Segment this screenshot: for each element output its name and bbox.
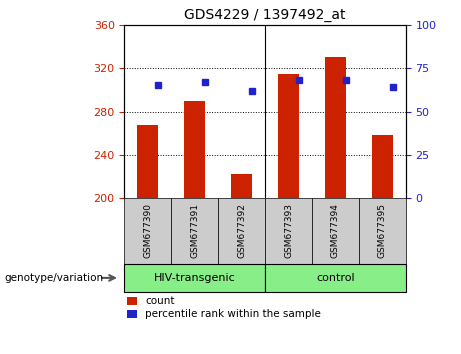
Text: control: control bbox=[316, 273, 355, 283]
Text: GSM677395: GSM677395 bbox=[378, 204, 387, 258]
Text: count: count bbox=[145, 296, 175, 306]
Text: GSM677390: GSM677390 bbox=[143, 204, 153, 258]
Text: GSM677393: GSM677393 bbox=[284, 204, 293, 258]
Bar bbox=[184, 101, 205, 198]
Bar bbox=[325, 57, 346, 198]
Text: GSM677391: GSM677391 bbox=[190, 204, 199, 258]
Text: genotype/variation: genotype/variation bbox=[5, 273, 104, 283]
Bar bbox=[137, 125, 159, 198]
Text: percentile rank within the sample: percentile rank within the sample bbox=[145, 309, 321, 319]
Bar bbox=[372, 135, 393, 198]
Title: GDS4229 / 1397492_at: GDS4229 / 1397492_at bbox=[184, 8, 346, 22]
Text: GSM677394: GSM677394 bbox=[331, 204, 340, 258]
Text: GSM677392: GSM677392 bbox=[237, 204, 246, 258]
Bar bbox=[278, 74, 299, 198]
Text: HIV-transgenic: HIV-transgenic bbox=[154, 273, 236, 283]
Bar bbox=[231, 175, 252, 198]
